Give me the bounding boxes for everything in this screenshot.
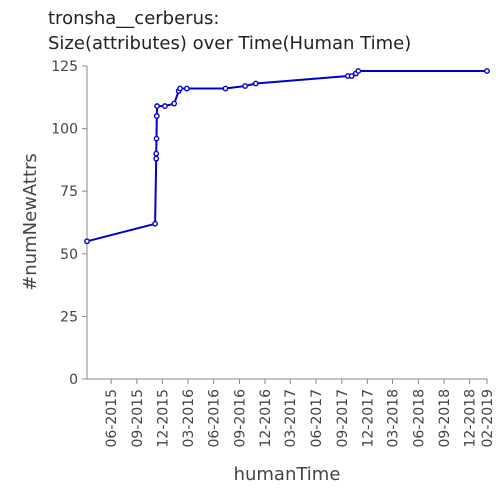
data-point xyxy=(178,86,182,90)
data-point xyxy=(172,101,176,105)
data-point xyxy=(243,84,247,88)
x-tick-label: 03-2017 xyxy=(283,389,299,448)
y-tick-label: 75 xyxy=(60,184,78,200)
x-tick-label: 06-2018 xyxy=(411,389,427,448)
data-point xyxy=(154,156,158,160)
chart-axes: 0 25 50 75 100 125 06-2015 09-2015 12-2015 03-201… xyxy=(51,59,496,448)
x-tick-label: 03-2018 xyxy=(386,389,402,448)
data-point xyxy=(356,69,360,73)
data-point xyxy=(163,104,167,108)
x-tick-label: 09-2015 xyxy=(130,389,146,448)
x-tick-label: 09-2018 xyxy=(437,389,453,448)
data-point xyxy=(154,151,158,155)
y-tick-label: 100 xyxy=(51,122,78,138)
data-point xyxy=(155,114,159,118)
x-tick-label: 09-2016 xyxy=(232,389,248,448)
y-axis-label: #numNewAttrs xyxy=(20,153,41,291)
x-tick-label: 06-2016 xyxy=(207,389,223,448)
x-tick-label: 09-2017 xyxy=(335,389,351,448)
y-tick-label: 25 xyxy=(60,309,78,325)
data-point xyxy=(485,69,489,73)
x-tick-label: 06-2015 xyxy=(104,389,120,448)
x-tick-label: 03-2016 xyxy=(181,389,197,448)
y-tick-label: 125 xyxy=(51,59,78,75)
x-tick-label: 12-2017 xyxy=(360,389,376,448)
x-axis-label: humanTime xyxy=(234,464,341,485)
x-tick-label: 12-2015 xyxy=(155,389,171,448)
data-point xyxy=(185,86,189,90)
series-line xyxy=(87,71,487,241)
data-point xyxy=(153,222,157,226)
y-tick-label: 0 xyxy=(69,372,78,388)
data-point xyxy=(223,86,227,90)
data-point xyxy=(154,136,158,140)
x-tick-label: 02-2019 xyxy=(480,389,496,448)
data-point xyxy=(85,239,89,243)
plot-area xyxy=(85,69,489,244)
y-tick-label: 50 xyxy=(60,247,78,263)
data-point xyxy=(254,81,258,85)
x-tick-label: 12-2018 xyxy=(463,389,479,448)
x-tick-label: 06-2017 xyxy=(309,389,325,448)
x-tick-label: 12-2016 xyxy=(258,389,274,448)
data-point xyxy=(155,104,159,108)
